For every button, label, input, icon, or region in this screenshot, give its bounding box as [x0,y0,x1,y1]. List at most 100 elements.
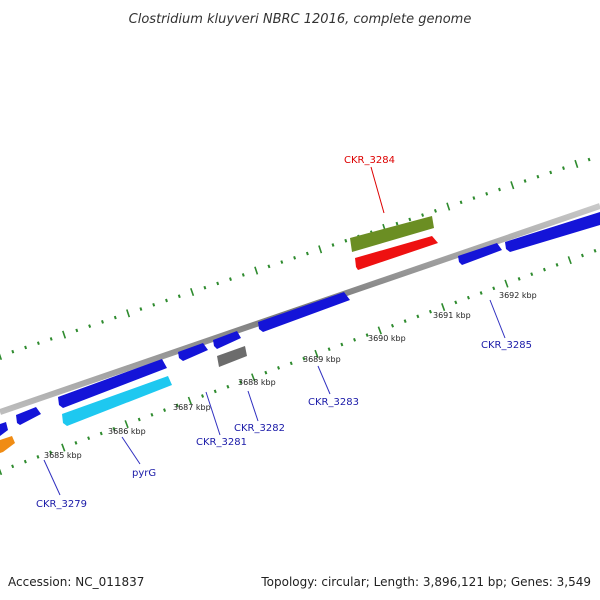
outer-ring-major-tick [254,266,259,275]
outer-ring-minor-tick [421,213,425,217]
leader-line-ckr3279 [43,459,61,496]
inner-ring-minor-tick [353,337,357,342]
outer-ring-minor-tick [101,319,104,324]
inner-ring-major-tick [314,349,319,358]
tick-label-3686: 3686 kbp [108,427,146,436]
inner-ring-minor-tick [416,314,420,319]
tick-label-3688: 3688 kbp [238,378,276,387]
outer-ring-minor-tick [36,341,40,346]
outer-ring-minor-tick [485,191,489,196]
outer-ring-minor-tick [459,200,463,205]
outer-ring-minor-tick [203,285,207,290]
outer-ring-minor-tick [75,328,79,333]
gene-label-ckr3283[interactable]: CKR_3283 [308,397,359,408]
accession-text: Accession: NC_011837 [8,575,144,589]
inner-ring-minor-tick [213,389,217,394]
outer-ring-major-tick [0,353,3,361]
inner-ring-major-tick [0,468,3,476]
outer-ring-minor-tick [587,157,591,162]
outer-ring-major-tick [62,330,67,339]
inner-ring-minor-tick [49,450,53,455]
gene-ckr3279[interactable] [16,407,41,425]
inner-ring-minor-tick [36,455,40,459]
gene-label-ckr3282[interactable]: CKR_3282 [234,423,285,434]
gene-label-ckr3284[interactable]: CKR_3284 [344,155,395,166]
inner-ring-major-tick [567,256,572,265]
inner-ring-minor-tick [403,319,407,323]
topology-text: Topology: circular; Length: 3,896,121 bp… [260,575,591,589]
inner-ring-minor-tick [492,286,496,291]
gene-ckr3285[interactable] [458,243,502,265]
gene-label-pyrg[interactable]: pyrG [132,468,156,479]
gene-label-ckr3285[interactable]: CKR_3285 [481,340,532,351]
outer-ring-minor-tick [344,238,348,243]
inner-ring-minor-tick [137,417,141,422]
outer-ring-minor-tick [395,221,399,226]
outer-ring-minor-tick [24,345,28,350]
leader-line-ckr3283 [317,365,331,395]
inner-ring-minor-tick [99,431,103,436]
outer-ring-major-tick [574,159,579,168]
inner-ring-minor-tick [555,263,559,267]
gene-ckr3281b[interactable] [213,331,241,349]
outer-ring-minor-tick [177,294,181,299]
tick-label-3687: 3687 kbp [173,403,211,412]
inner-ring-minor-tick [517,277,521,281]
outer-tick-ring [0,157,591,361]
inner-ring-minor-tick [302,356,306,361]
outer-ring-minor-tick [536,174,540,179]
inner-ring-minor-tick [580,253,584,258]
inner-ring-minor-tick [428,309,432,314]
gene-ckr3284[interactable] [355,236,438,270]
outer-ring-minor-tick [152,302,156,307]
inner-ring-minor-tick [201,394,205,398]
gene-ckr3280[interactable] [58,359,167,408]
gene-pyrg[interactable] [62,376,172,426]
inner-ring-major-tick [504,279,509,288]
gene-ckr3282[interactable] [217,346,247,367]
inner-tick-ring [0,248,597,476]
outer-ring-major-tick [510,181,515,190]
inner-ring-minor-tick [112,426,116,431]
outer-ring-minor-tick [472,196,476,200]
gene-ckr3281[interactable] [178,343,208,361]
inner-ring-minor-tick [542,267,546,272]
gene-ckr3278-fragment[interactable] [0,422,8,436]
inner-ring-major-tick [61,443,66,452]
gene-ckr3284-olive[interactable] [350,216,434,252]
inner-ring-minor-tick [289,361,293,366]
inner-ring-minor-tick [264,370,268,375]
inner-ring-minor-tick [390,323,395,328]
inner-ring-major-tick [377,326,382,335]
map-title: Clostridium kluyveri NBRC 12016, complet… [129,12,472,27]
inner-ring-minor-tick [340,342,344,347]
outer-ring-major-tick [318,245,323,254]
inner-ring-minor-tick [163,408,167,412]
gene-ckr3283[interactable] [258,292,350,332]
tick-label-3689: 3689 kbp [303,355,341,364]
outer-ring-minor-tick [49,337,53,341]
inner-ring-minor-tick [277,366,281,370]
outer-ring-minor-tick [562,166,565,171]
inner-ring-minor-tick [11,464,15,469]
gene-ckr3286[interactable] [505,212,600,252]
gene-label-ckr3281[interactable]: CKR_3281 [196,437,247,448]
outer-ring-minor-tick [280,260,284,264]
outer-ring-minor-tick [408,217,412,222]
inner-ring-major-tick [124,420,129,429]
outer-ring-minor-tick [229,277,232,282]
outer-ring-minor-tick [498,187,501,192]
outer-ring-minor-tick [293,255,297,260]
tick-label-3692: 3692 kbp [499,291,537,300]
tick-label-3691: 3691 kbp [433,311,471,320]
leader-line-pyrg [121,436,141,465]
gene-label-ckr3279[interactable]: CKR_3279 [36,499,87,510]
inner-ring-major-tick [187,396,193,405]
inner-ring-minor-tick [454,300,458,305]
inner-ring-minor-tick [150,412,154,417]
inner-ring-minor-tick [530,272,534,277]
gene-orange[interactable] [0,436,15,453]
inner-ring-major-tick [251,373,256,382]
outer-ring-minor-tick [241,273,245,277]
